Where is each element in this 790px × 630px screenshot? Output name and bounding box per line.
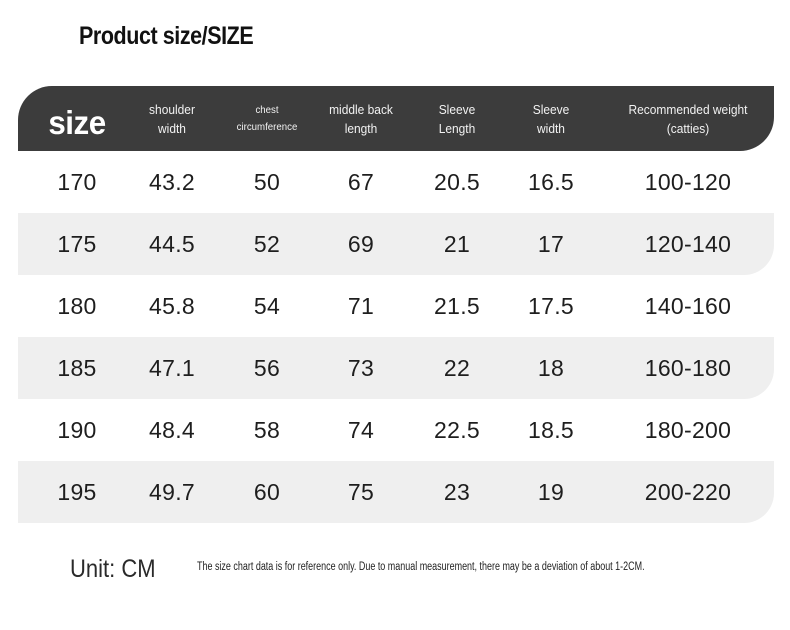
cell-sleeve-width: 19 xyxy=(537,478,565,505)
cell-size: 170 xyxy=(57,168,97,195)
cell-recommended-weight: 160-180 xyxy=(644,354,732,381)
header-label: shoulder xyxy=(149,101,195,117)
header-sleeve-width: Sleeve width xyxy=(515,86,587,151)
cell-sleeve-length: 21 xyxy=(443,230,471,257)
header-label: (catties) xyxy=(666,120,710,136)
cell-chest-circumference: 60 xyxy=(253,478,281,505)
header-recommended-weight: Recommended weight (catties) xyxy=(619,86,757,151)
cell-chest-circumference: 58 xyxy=(253,416,281,443)
header-label: chest xyxy=(255,103,279,116)
cell-size: 190 xyxy=(57,416,97,443)
cell-middle-back-length: 73 xyxy=(347,354,375,381)
header-sleeve-length: Sleeve Length xyxy=(421,86,493,151)
cell-sleeve-length: 22 xyxy=(443,354,471,381)
cell-shoulder-width: 49.7 xyxy=(149,478,195,505)
cell-sleeve-length: 23 xyxy=(443,478,471,505)
page-title: Product size/SIZE xyxy=(79,22,254,50)
cell-size: 195 xyxy=(57,478,97,505)
cell-shoulder-width: 45.8 xyxy=(149,292,195,319)
cell-sleeve-length: 22.5 xyxy=(434,416,480,443)
cell-sleeve-length: 21.5 xyxy=(434,292,480,319)
cell-recommended-weight: 100-120 xyxy=(644,168,732,195)
cell-sleeve-width: 18 xyxy=(537,354,565,381)
disclaimer-note: The size chart data is for reference onl… xyxy=(197,561,645,573)
cell-shoulder-width: 47.1 xyxy=(149,354,195,381)
cell-sleeve-width: 18.5 xyxy=(528,416,574,443)
table-row: 170 43.2 50 67 20.5 16.5 100-120 xyxy=(18,151,774,213)
table-row: 175 44.5 52 69 21 17 120-140 xyxy=(18,213,774,275)
cell-shoulder-width: 44.5 xyxy=(149,230,195,257)
cell-middle-back-length: 69 xyxy=(347,230,375,257)
cell-middle-back-length: 67 xyxy=(347,168,375,195)
cell-middle-back-length: 74 xyxy=(347,416,375,443)
header-label: Length xyxy=(438,120,476,136)
cell-chest-circumference: 54 xyxy=(253,292,281,319)
header-label: Sleeve xyxy=(438,101,476,117)
cell-size: 180 xyxy=(57,292,97,319)
cell-sleeve-width: 17.5 xyxy=(528,292,574,319)
cell-shoulder-width: 48.4 xyxy=(149,416,195,443)
table-row: 195 49.7 60 75 23 19 200-220 xyxy=(18,461,774,523)
cell-recommended-weight: 140-160 xyxy=(644,292,732,319)
cell-chest-circumference: 52 xyxy=(253,230,281,257)
cell-chest-circumference: 56 xyxy=(253,354,281,381)
cell-sleeve-width: 17 xyxy=(537,230,565,257)
cell-middle-back-length: 71 xyxy=(347,292,375,319)
header-label: width xyxy=(537,120,565,136)
cell-middle-back-length: 75 xyxy=(347,478,375,505)
table-row: 185 47.1 56 73 22 18 160-180 xyxy=(18,337,774,399)
header-label: length xyxy=(344,120,378,136)
table-row: 190 48.4 58 74 22.5 18.5 180-200 xyxy=(18,399,774,461)
header-middle-back-length: middle back length xyxy=(324,86,398,151)
cell-size: 175 xyxy=(57,230,97,257)
cell-recommended-weight: 200-220 xyxy=(644,478,732,505)
header-label: Recommended weight xyxy=(628,101,748,117)
table-row: 180 45.8 54 71 21.5 17.5 140-160 xyxy=(18,275,774,337)
header-label: width xyxy=(158,120,186,136)
header-shoulder-width: shoulder width xyxy=(136,86,208,151)
cell-chest-circumference: 50 xyxy=(253,168,281,195)
cell-sleeve-width: 16.5 xyxy=(528,168,574,195)
cell-recommended-weight: 120-140 xyxy=(644,230,732,257)
size-table: size shoulder width chest circumference … xyxy=(18,86,774,523)
cell-sleeve-length: 20.5 xyxy=(434,168,480,195)
cell-size: 185 xyxy=(57,354,97,381)
header-size: size xyxy=(40,86,114,155)
header-label: circumference xyxy=(236,120,298,133)
header-label: middle back xyxy=(329,101,393,117)
cell-shoulder-width: 43.2 xyxy=(149,168,195,195)
table-header: size shoulder width chest circumference … xyxy=(18,86,774,151)
header-size-label: size xyxy=(48,104,106,141)
header-label: Sleeve xyxy=(532,101,570,117)
unit-label: Unit: CM xyxy=(70,555,156,583)
cell-recommended-weight: 180-200 xyxy=(644,416,732,443)
header-chest-circumference: chest circumference xyxy=(231,86,303,151)
